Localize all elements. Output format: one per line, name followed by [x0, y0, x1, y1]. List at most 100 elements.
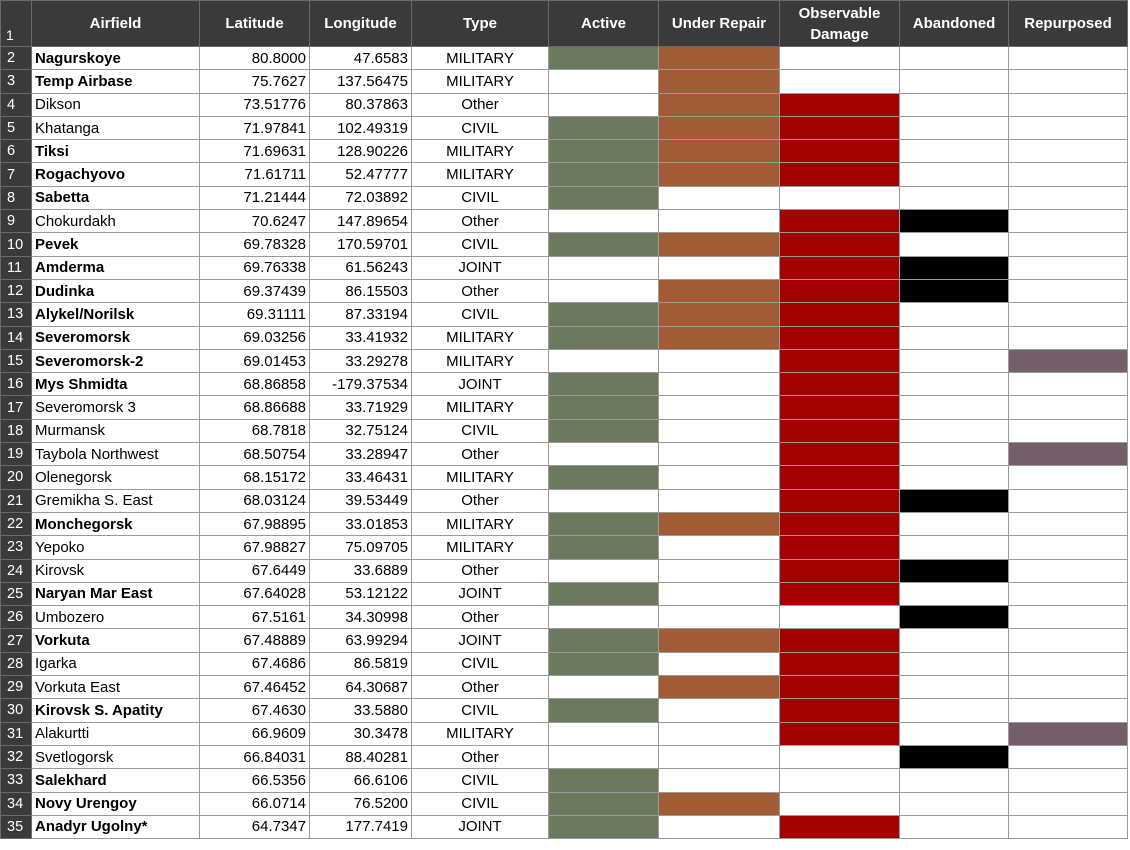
cell-status-abandoned[interactable] [899, 511, 1009, 537]
cell-status-repair[interactable] [658, 721, 780, 746]
cell-longitude[interactable]: 33.28947 [309, 442, 412, 467]
cell-status-repurposed[interactable] [1008, 442, 1128, 467]
cell-latitude[interactable]: 69.37439 [199, 278, 310, 304]
cell-type[interactable]: JOINT [411, 581, 549, 607]
cell-type[interactable]: CIVIL [411, 768, 549, 793]
row-number[interactable]: 25 [0, 581, 32, 607]
cell-type[interactable]: MILITARY [411, 162, 549, 187]
cell-type[interactable]: CIVIL [411, 232, 549, 257]
cell-type[interactable]: CIVIL [411, 698, 549, 723]
cell-latitude[interactable]: 67.98895 [199, 511, 310, 537]
row-number[interactable]: 14 [0, 325, 32, 350]
cell-status-repair[interactable] [658, 418, 780, 444]
cell-status-abandoned[interactable] [899, 791, 1009, 816]
cell-airfield[interactable]: Amderma [31, 255, 200, 280]
column-header-under-repair[interactable]: Under Repair [658, 0, 780, 47]
cell-status-abandoned[interactable] [899, 209, 1009, 234]
cell-latitude[interactable]: 68.7818 [199, 418, 310, 444]
cell-type[interactable]: MILITARY [411, 69, 549, 94]
cell-status-repair[interactable] [658, 558, 780, 583]
column-header-airfield[interactable]: Airfield [31, 0, 200, 47]
cell-airfield[interactable]: Sabetta [31, 185, 200, 211]
row-number[interactable]: 27 [0, 628, 32, 653]
cell-status-repair[interactable] [658, 278, 780, 304]
cell-latitude[interactable]: 71.21444 [199, 185, 310, 211]
cell-latitude[interactable]: 71.69631 [199, 139, 310, 164]
cell-status-repair[interactable] [658, 488, 780, 513]
row-number-header[interactable]: 1 [0, 0, 32, 47]
cell-status-active[interactable] [548, 278, 659, 304]
cell-latitude[interactable]: 67.48889 [199, 628, 310, 653]
cell-airfield[interactable]: Chokurdakh [31, 209, 200, 234]
cell-status-damage[interactable] [779, 185, 900, 211]
cell-airfield[interactable]: Dudinka [31, 278, 200, 304]
cell-type[interactable]: MILITARY [411, 535, 549, 560]
cell-status-repurposed[interactable] [1008, 115, 1128, 141]
cell-status-active[interactable] [548, 232, 659, 257]
cell-status-damage[interactable] [779, 348, 900, 374]
cell-airfield[interactable]: Khatanga [31, 115, 200, 141]
cell-status-damage[interactable] [779, 92, 900, 117]
cell-status-damage[interactable] [779, 628, 900, 653]
row-number[interactable]: 10 [0, 232, 32, 257]
cell-status-damage[interactable] [779, 115, 900, 141]
cell-status-repair[interactable] [658, 605, 780, 630]
cell-latitude[interactable]: 68.15172 [199, 465, 310, 490]
cell-status-damage[interactable] [779, 675, 900, 700]
cell-longitude[interactable]: 75.09705 [309, 535, 412, 560]
cell-status-repair[interactable] [658, 814, 780, 840]
cell-status-damage[interactable] [779, 651, 900, 677]
cell-status-repair[interactable] [658, 442, 780, 467]
cell-status-active[interactable] [548, 535, 659, 560]
cell-status-repurposed[interactable] [1008, 744, 1128, 770]
cell-airfield[interactable]: Yepoko [31, 535, 200, 560]
cell-status-repair[interactable] [658, 115, 780, 141]
cell-airfield[interactable]: Dikson [31, 92, 200, 117]
cell-airfield[interactable]: Alakurtti [31, 721, 200, 746]
cell-status-repurposed[interactable] [1008, 372, 1128, 397]
cell-latitude[interactable]: 66.5356 [199, 768, 310, 793]
cell-status-abandoned[interactable] [899, 768, 1009, 793]
cell-airfield[interactable]: Severomorsk 3 [31, 395, 200, 420]
cell-status-repurposed[interactable] [1008, 69, 1128, 94]
cell-status-abandoned[interactable] [899, 651, 1009, 677]
cell-status-repurposed[interactable] [1008, 605, 1128, 630]
cell-status-damage[interactable] [779, 255, 900, 280]
cell-status-damage[interactable] [779, 744, 900, 770]
cell-latitude[interactable]: 66.9609 [199, 721, 310, 746]
cell-status-repurposed[interactable] [1008, 209, 1128, 234]
cell-status-active[interactable] [548, 675, 659, 700]
cell-longitude[interactable]: 177.7419 [309, 814, 412, 840]
row-number[interactable]: 30 [0, 698, 32, 723]
cell-status-abandoned[interactable] [899, 721, 1009, 746]
cell-latitude[interactable]: 67.4630 [199, 698, 310, 723]
cell-status-abandoned[interactable] [899, 628, 1009, 653]
cell-type[interactable]: CIVIL [411, 418, 549, 444]
row-number[interactable]: 35 [0, 814, 32, 840]
cell-type[interactable]: JOINT [411, 814, 549, 840]
cell-status-repair[interactable] [658, 209, 780, 234]
cell-status-damage[interactable] [779, 535, 900, 560]
cell-status-abandoned[interactable] [899, 605, 1009, 630]
cell-status-abandoned[interactable] [899, 348, 1009, 374]
cell-status-active[interactable] [548, 465, 659, 490]
cell-type[interactable]: MILITARY [411, 395, 549, 420]
cell-longitude[interactable]: 170.59701 [309, 232, 412, 257]
cell-status-repair[interactable] [658, 185, 780, 211]
cell-status-abandoned[interactable] [899, 675, 1009, 700]
cell-status-repair[interactable] [658, 628, 780, 653]
cell-airfield[interactable]: Severomorsk [31, 325, 200, 350]
cell-status-damage[interactable] [779, 162, 900, 187]
cell-longitude[interactable]: 33.29278 [309, 348, 412, 374]
column-header-latitude[interactable]: Latitude [199, 0, 310, 47]
cell-status-abandoned[interactable] [899, 92, 1009, 117]
cell-status-repurposed[interactable] [1008, 418, 1128, 444]
cell-status-repair[interactable] [658, 395, 780, 420]
row-number[interactable]: 13 [0, 302, 32, 327]
cell-airfield[interactable]: Temp Airbase [31, 69, 200, 94]
column-header-longitude[interactable]: Longitude [309, 0, 412, 47]
row-number[interactable]: 11 [0, 255, 32, 280]
cell-airfield[interactable]: Naryan Mar East [31, 581, 200, 607]
cell-longitude[interactable]: 61.56243 [309, 255, 412, 280]
row-number[interactable]: 4 [0, 92, 32, 117]
